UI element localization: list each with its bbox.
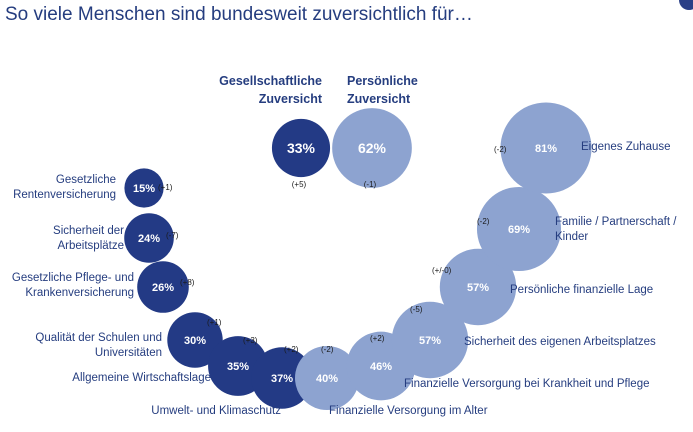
gesellschaft-item-6-value: 37%	[271, 373, 293, 385]
gesellschaft-item-3-change: (+8)	[180, 278, 195, 287]
gesellschaft-item-2-label: Arbeitsplätze	[58, 240, 124, 252]
persoenlich-item-3-label: Sicherheit des eigenen Arbeitsplatzes	[464, 336, 656, 348]
group-gesellschaftlich-value: 33%	[287, 140, 316, 156]
group-persoenlich-value: 62%	[358, 140, 387, 156]
gesellschaft-item-4-label: Qualität der Schulen und	[35, 332, 162, 344]
group-gesellschaftlich-bubble	[271, 118, 331, 178]
gesellschaft-item-2-value: 24%	[138, 233, 160, 245]
persoenlich-item-1-change: (-2)	[321, 345, 334, 354]
persoenlich-item-5-label: Kinder	[555, 231, 588, 243]
persoenlich-item-3-value: 57%	[419, 335, 441, 347]
gesellschaft-item-2-change: (-7)	[166, 231, 179, 240]
header-persoenlich: Zuversicht	[347, 92, 411, 106]
header-gesellschaftlich: Zuversicht	[259, 92, 323, 106]
gesellschaft-item-1-label: Rentenversicherung	[13, 189, 116, 201]
gesellschaft-item-5-label: Allgemeine Wirtschaftslage	[72, 372, 211, 384]
gesellschaft-item-1-label: Gesetzliche	[56, 174, 116, 186]
persoenlich-item-2-label: Finanzielle Versorgung bei Krankheit und…	[404, 378, 650, 390]
gesellschaft-item-3-bubble	[137, 261, 189, 313]
gesellschaft-item-2-label: Sicherheit der	[53, 225, 124, 237]
gesellschaft-item-3-label: Gesetzliche Pflege- und	[12, 272, 134, 284]
persoenlich-item-1-label: Finanzielle Versorgung im Alter	[329, 405, 488, 417]
persoenlich-item-6-label: Eigenes Zuhause	[581, 141, 671, 153]
gesellschaft-item-6-bubble	[251, 347, 313, 409]
persoenlich-item-6-bubble	[500, 102, 592, 194]
gesellschaft-item-3-label: Krankenversicherung	[25, 287, 134, 299]
persoenlich-item-5-bubble	[476, 186, 562, 272]
persoenlich-item-1-value: 40%	[316, 373, 338, 385]
gesellschaft-item-1-bubble	[124, 168, 164, 208]
chart-title: So viele Menschen sind bundesweit zuvers…	[5, 4, 473, 25]
persoenlich-item-4-change: (+/-0)	[432, 266, 452, 275]
persoenlich-item-4-value: 57%	[467, 282, 489, 294]
persoenlich-item-2-change: (+2)	[370, 334, 385, 343]
gesellschaft-item-4-value: 30%	[184, 335, 206, 347]
persoenlich-item-1-bubble	[294, 345, 360, 411]
gesellschaft-item-6-change: (+2)	[284, 345, 299, 354]
gesellschaft-item-1-value: 15%	[133, 183, 155, 195]
gesellschaft-item-5-change: (+3)	[243, 336, 258, 345]
persoenlich-item-3-bubble	[391, 301, 469, 379]
gesellschaft-item-1-change: (+1)	[158, 183, 173, 192]
group-gesellschaftlich-change: (+5)	[292, 180, 307, 189]
gesellschaft-item-2-bubble	[124, 213, 174, 263]
gesellschaft-item-4-label: Universitäten	[95, 347, 162, 359]
persoenlich-item-2-value: 46%	[370, 361, 392, 373]
gesellschaft-item-4-bubble	[167, 312, 223, 368]
corner-decoration	[679, 0, 693, 10]
persoenlich-item-4-bubble	[439, 248, 517, 326]
persoenlich-item-5-value: 69%	[508, 224, 530, 236]
persoenlich-item-4-label: Persönliche finanzielle Lage	[510, 284, 653, 296]
header-persoenlich: Persönliche	[347, 74, 418, 88]
gesellschaft-item-4-change: (+1)	[207, 318, 222, 327]
gesellschaft-item-3-value: 26%	[152, 282, 174, 294]
gesellschaft-item-6-label: Umwelt- und Klimaschutz	[151, 405, 281, 417]
persoenlich-item-3-change: (-5)	[410, 305, 423, 314]
group-persoenlich-change: (-1)	[364, 180, 377, 189]
persoenlich-item-6-value: 81%	[535, 143, 557, 155]
group-persoenlich-bubble	[332, 108, 412, 188]
gesellschaft-item-5-value: 35%	[227, 361, 249, 373]
header-gesellschaftlich: Gesellschaftliche	[219, 74, 322, 88]
persoenlich-item-5-change: (-2)	[477, 217, 490, 226]
persoenlich-item-6-change: (-2)	[494, 145, 507, 154]
persoenlich-item-5-label: Familie / Partnerschaft /	[555, 216, 677, 228]
